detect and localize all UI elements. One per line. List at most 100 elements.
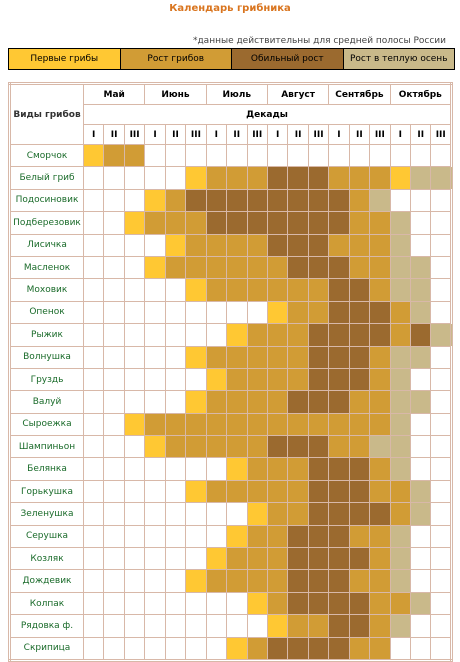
calendar-cell (123, 143, 146, 168)
calendar-cell (369, 211, 391, 235)
calendar-cell (82, 367, 105, 392)
calendar-cell (123, 166, 146, 190)
calendar-cell (205, 323, 228, 347)
calendar-cell (205, 524, 228, 549)
calendar-cell (164, 211, 187, 235)
calendar-cell (185, 233, 207, 257)
calendar-cell (103, 300, 125, 325)
calendar-cell (266, 479, 289, 504)
mushroom-row: Сыроежка (9, 412, 452, 437)
calendar-cell (144, 569, 166, 593)
calendar-cell (430, 569, 452, 593)
calendar-cell (246, 614, 268, 638)
calendar-cell (369, 547, 391, 571)
calendar-cell (144, 479, 166, 504)
calendar-cell (144, 547, 166, 571)
calendar-cell (185, 143, 207, 168)
calendar-cell (144, 591, 166, 616)
calendar-cell (205, 479, 228, 504)
calendar-cell (82, 569, 105, 593)
calendar-cell (185, 479, 207, 504)
calendar-cell (82, 211, 105, 235)
calendar-cell (185, 614, 207, 638)
calendar-cell (430, 166, 452, 190)
decade-header: III (307, 124, 330, 145)
legend-item: Обильный рост (232, 49, 344, 69)
calendar-cell (164, 390, 187, 414)
mushroom-row: Белянка (9, 457, 452, 481)
calendar-cell (205, 636, 228, 661)
calendar-cell (266, 614, 289, 638)
calendar-cell (328, 255, 350, 280)
calendar-cell (103, 412, 125, 437)
mushroom-row: Серушка (9, 524, 452, 549)
mushroom-name: Серушка (9, 524, 84, 549)
calendar-cell (348, 278, 371, 302)
calendar-cell (389, 435, 412, 459)
calendar-cell (307, 457, 330, 481)
calendar-cell (266, 390, 289, 414)
calendar-cell (266, 188, 289, 213)
calendar-cell (246, 300, 268, 325)
calendar-cell (430, 345, 452, 369)
calendar-cell (185, 502, 207, 526)
calendar-cell (164, 255, 187, 280)
mushroom-name: Зеленушка (9, 502, 84, 526)
calendar-cell (185, 255, 207, 280)
mushroom-name: Груздь (9, 367, 84, 392)
calendar-cell (164, 479, 187, 504)
calendar-cell (287, 166, 309, 190)
calendar-cell (328, 390, 350, 414)
decade-header: II (348, 124, 371, 145)
calendar-cell (389, 345, 412, 369)
calendar-cell (328, 278, 350, 302)
calendar-cell (348, 300, 371, 325)
mushroom-name: Белый гриб (9, 166, 84, 190)
calendar-cell (369, 143, 391, 168)
decade-header: I (205, 124, 228, 145)
calendar-cell (226, 502, 248, 526)
calendar-cell (185, 636, 207, 661)
calendar-cell (389, 457, 412, 481)
calendar-cell (103, 143, 125, 168)
calendar-cell (103, 502, 125, 526)
calendar-cell (307, 367, 330, 392)
calendar-cell (389, 591, 412, 616)
calendar-cell (103, 547, 125, 571)
calendar-cell (430, 188, 452, 213)
calendar-cell (226, 233, 248, 257)
note: *данные действительны для средней полосы… (192, 36, 446, 46)
mushroom-row: Зеленушка (9, 502, 452, 526)
mushroom-name: Шампиньон (9, 435, 84, 459)
calendar-cell (185, 524, 207, 549)
mushroom-row: Моховик (9, 278, 452, 302)
mushroom-name: Сыроежка (9, 412, 84, 437)
calendar-cell (123, 524, 146, 549)
mushroom-row: Лисичка (9, 233, 452, 257)
calendar-cell (307, 390, 330, 414)
calendar-cell (226, 323, 248, 347)
decade-row: I II III I II III I II III I II III I II III I II III (10, 124, 452, 145)
calendar-cell (409, 636, 432, 661)
calendar-cell (82, 614, 105, 638)
calendar-cell (409, 166, 432, 190)
calendar-cell (430, 479, 452, 504)
calendar-cell (389, 255, 412, 280)
calendar-cell (348, 188, 371, 213)
calendar-cell (430, 547, 452, 571)
calendar-cell (164, 367, 187, 392)
calendar-cell (430, 367, 452, 392)
decade-header: I (328, 124, 350, 145)
calendar-cell (185, 345, 207, 369)
calendar-cell (266, 591, 289, 616)
calendar-cell (328, 524, 350, 549)
calendar-cell (185, 367, 207, 392)
calendar-cell (226, 188, 248, 213)
calendar-cell (266, 569, 289, 593)
mushroom-name: Моховик (9, 278, 84, 302)
calendar-cell (246, 255, 268, 280)
calendar-cell (287, 412, 309, 437)
decade-header: II (226, 124, 248, 145)
calendar-cell (205, 435, 228, 459)
calendar-cell (144, 211, 166, 235)
